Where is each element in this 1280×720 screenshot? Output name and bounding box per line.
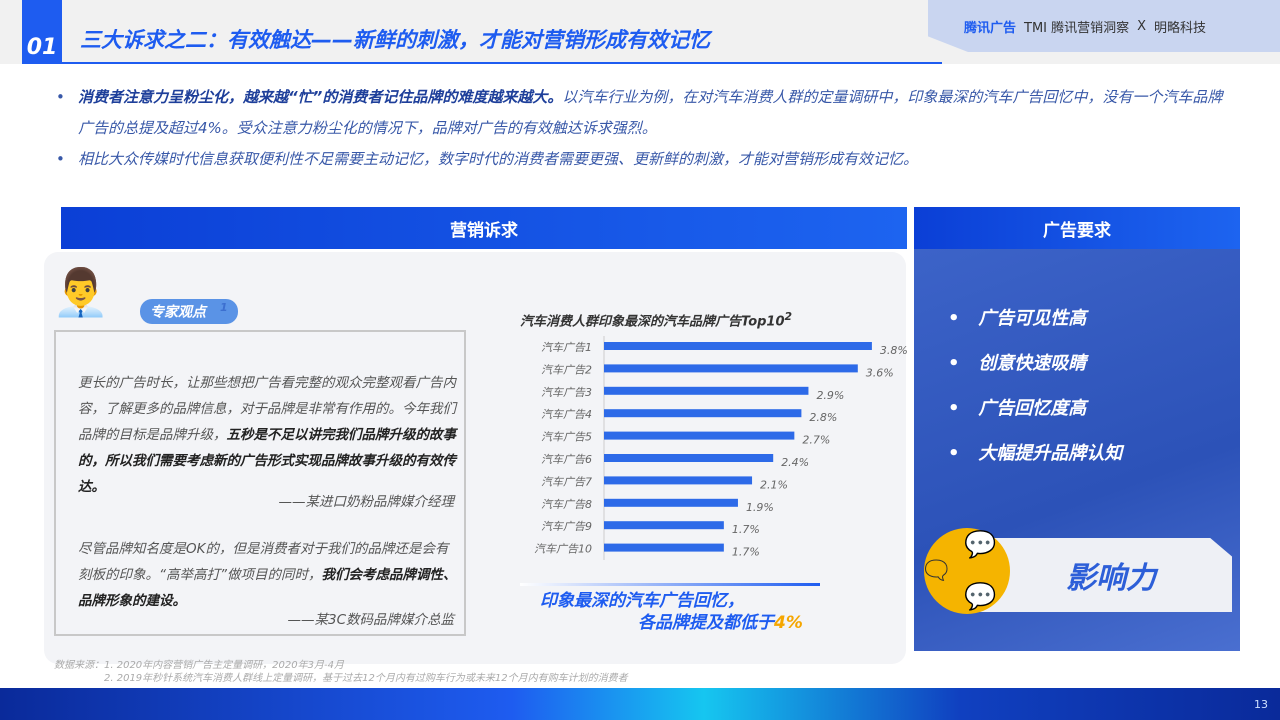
chat-bubble-icon: 💬	[964, 530, 997, 560]
quote-text: 更长的广告时长，让那些想把广告看完整的观众完整观看广告内容，了解更多的品牌信息，…	[78, 375, 456, 443]
bullet-bold: 消费者注意力呈粉尘化，越来越“忙”的消费者记住品牌的难度越来越大。	[78, 88, 563, 106]
requirement-item: • 广告回忆度高	[948, 398, 1087, 419]
logo-bar: 腾讯广告 TMI 腾讯营销洞察 X 明略科技	[928, 0, 1280, 52]
category-label: 汽车广告1	[541, 341, 592, 354]
requirement-item: • 广告可见性高	[948, 308, 1087, 329]
marketing-demand-header: 营销诉求	[61, 207, 907, 249]
data-label: 1.9%	[746, 501, 774, 514]
category-label: 汽车广告5	[541, 431, 592, 444]
bar	[604, 498, 738, 507]
requirement-item: • 创意快速吸睛	[948, 353, 1087, 374]
quote-text: 尽管品牌知名度是OK的，但是消费者对于我们的品牌还是会有刻板的印象。“高举高打”…	[78, 541, 449, 583]
requirement-label: 大幅提升品牌认知	[978, 443, 1123, 464]
ad-requirement-header: 广告要求	[914, 207, 1240, 249]
footnote-ref: 2	[784, 310, 793, 323]
data-label: 2.9%	[816, 389, 844, 402]
requirement-label: 创意快速吸睛	[978, 353, 1087, 374]
quote-2: 尽管品牌知名度是OK的，但是消费者对于我们的品牌还是会有刻板的印象。“高举高打”…	[78, 536, 458, 614]
impact-banner: 影响力	[960, 538, 1232, 612]
bar	[604, 454, 774, 462]
requirement-list: • 广告可见性高 • 创意快速吸睛 • 广告回忆度高 • 大幅提升品牌认知	[948, 304, 1122, 484]
bar	[604, 409, 802, 418]
category-label: 汽车广告4	[541, 408, 592, 421]
data-label: 3.8%	[880, 344, 908, 357]
conclusion-text: 各品牌提及都低于	[638, 613, 774, 633]
footer-bar	[0, 688, 1280, 720]
page-number: 13	[1254, 698, 1268, 711]
logo-separator: X	[1137, 18, 1147, 34]
intro-bullets: 消费者注意力呈粉尘化，越来越“忙”的消费者记住品牌的难度越来越大。以汽车行业为例…	[56, 82, 1236, 175]
quote-1: 更长的广告时长，让那些想把广告看完整的观众完整观看广告内容，了解更多的品牌信息，…	[78, 370, 458, 500]
requirement-label: 广告可见性高	[978, 308, 1087, 329]
impact-circle	[924, 528, 1010, 614]
data-label: 1.7%	[732, 523, 760, 536]
category-label: 汽车广告10	[534, 543, 592, 556]
quote-bold: 我们会考虑品牌调性、品牌形象的建设。	[78, 567, 457, 609]
expert-tag: 专家观点 1	[140, 299, 238, 324]
data-label: 1.7%	[732, 546, 760, 559]
footnote-ref: 1	[220, 301, 228, 314]
quote-bold: 五秒是不足以讲完我们品牌升级的故事的，所以我们需要考虑新的广告形式实现品牌故事升…	[78, 427, 456, 495]
data-label: 2.1%	[760, 478, 788, 491]
category-label: 汽车广告2	[541, 363, 592, 376]
bar	[604, 364, 858, 373]
bar	[604, 543, 724, 552]
category-label: 汽车广告6	[541, 453, 592, 466]
bar	[604, 521, 724, 530]
source-line: 2. 2019年秒针系统汽车消费人群线上定量调研，基于过去12个月内有过购车行为…	[104, 673, 628, 684]
data-label: 2.8%	[809, 411, 837, 424]
quote-1-attribution: ——某进口奶粉品牌媒介经理	[278, 494, 455, 510]
bar	[604, 431, 795, 440]
conclusion-line-2: 各品牌提及都低于4%	[540, 612, 803, 634]
chart-title: 汽车消费人群印象最深的汽车品牌广告Top102	[520, 310, 792, 329]
data-label: 2.4%	[781, 456, 809, 469]
bullet-text: 以汽车行业为例，在对汽车消费人群的定量调研中，印象最深的汽车广告回忆中，没有一个…	[78, 88, 1223, 137]
conclusion-line	[520, 583, 820, 586]
tencent-ads-logo: 腾讯广告	[964, 20, 1017, 36]
chat-bubble-icon: 🗨	[920, 556, 954, 586]
bullet-item: 消费者注意力呈粉尘化，越来越“忙”的消费者记住品牌的难度越来越大。以汽车行业为例…	[56, 82, 1236, 144]
tmi-logo: TMI 腾讯营销洞察	[1024, 20, 1130, 36]
bar-chart: 汽车广告1 3.8% 汽车广告2 3.6% 汽车广告3 2.9% 汽车广告4 2.8% 汽车广告…	[534, 336, 908, 560]
category-label: 汽车广告9	[541, 520, 592, 533]
expert-tag-label: 专家观点	[150, 304, 206, 321]
chart-conclusion: 印象最深的汽车广告回忆， 各品牌提及都低于4%	[540, 590, 803, 634]
bullet-text: 相比大众传媒时代信息获取便利性不足需要主动记忆，数字时代的消费者需要更强、更新鲜…	[78, 150, 919, 168]
conclusion-line-1: 印象最深的汽车广告回忆，	[540, 591, 744, 611]
bar	[604, 476, 753, 485]
bullet-item: 相比大众传媒时代信息获取便利性不足需要主动记忆，数字时代的消费者需要更强、更新鲜…	[56, 144, 1236, 175]
expert-avatar-icon: 👨‍💼	[52, 265, 110, 319]
data-label: 3.6%	[866, 366, 894, 379]
requirement-item: • 大幅提升品牌认知	[948, 443, 1123, 464]
data-source: 数据来源：1. 2020年内容营销广告主定量调研，2020年3月-4月 2. 2…	[54, 659, 628, 685]
page-title: 三大诉求之二：有效触达——新鲜的刺激，才能对营销形成有效记忆	[80, 28, 710, 52]
bar	[604, 342, 872, 350]
impact-label: 影响力	[1066, 561, 1156, 596]
category-label: 汽车广告8	[541, 498, 592, 511]
source-line: 数据来源：1. 2020年内容营销广告主定量调研，2020年3月-4月	[54, 660, 344, 671]
quote-2-attribution: ——某3C数码品牌媒介总监	[287, 612, 454, 628]
quote-box	[54, 330, 466, 636]
miaozhen-logo: 明略科技	[1154, 20, 1207, 36]
bar	[604, 386, 809, 395]
title-divider	[62, 62, 942, 64]
category-label: 汽车广告7	[541, 475, 592, 488]
chat-bubble-icon: 💬	[964, 582, 997, 612]
data-label: 2.7%	[802, 434, 830, 447]
category-label: 汽车广告3	[541, 386, 592, 399]
requirement-label: 广告回忆度高	[978, 398, 1087, 419]
section-number: 01	[22, 0, 62, 64]
chart-title-text: 汽车消费人群印象最深的汽车品牌广告Top10	[520, 314, 785, 330]
conclusion-highlight: 4%	[774, 613, 803, 633]
